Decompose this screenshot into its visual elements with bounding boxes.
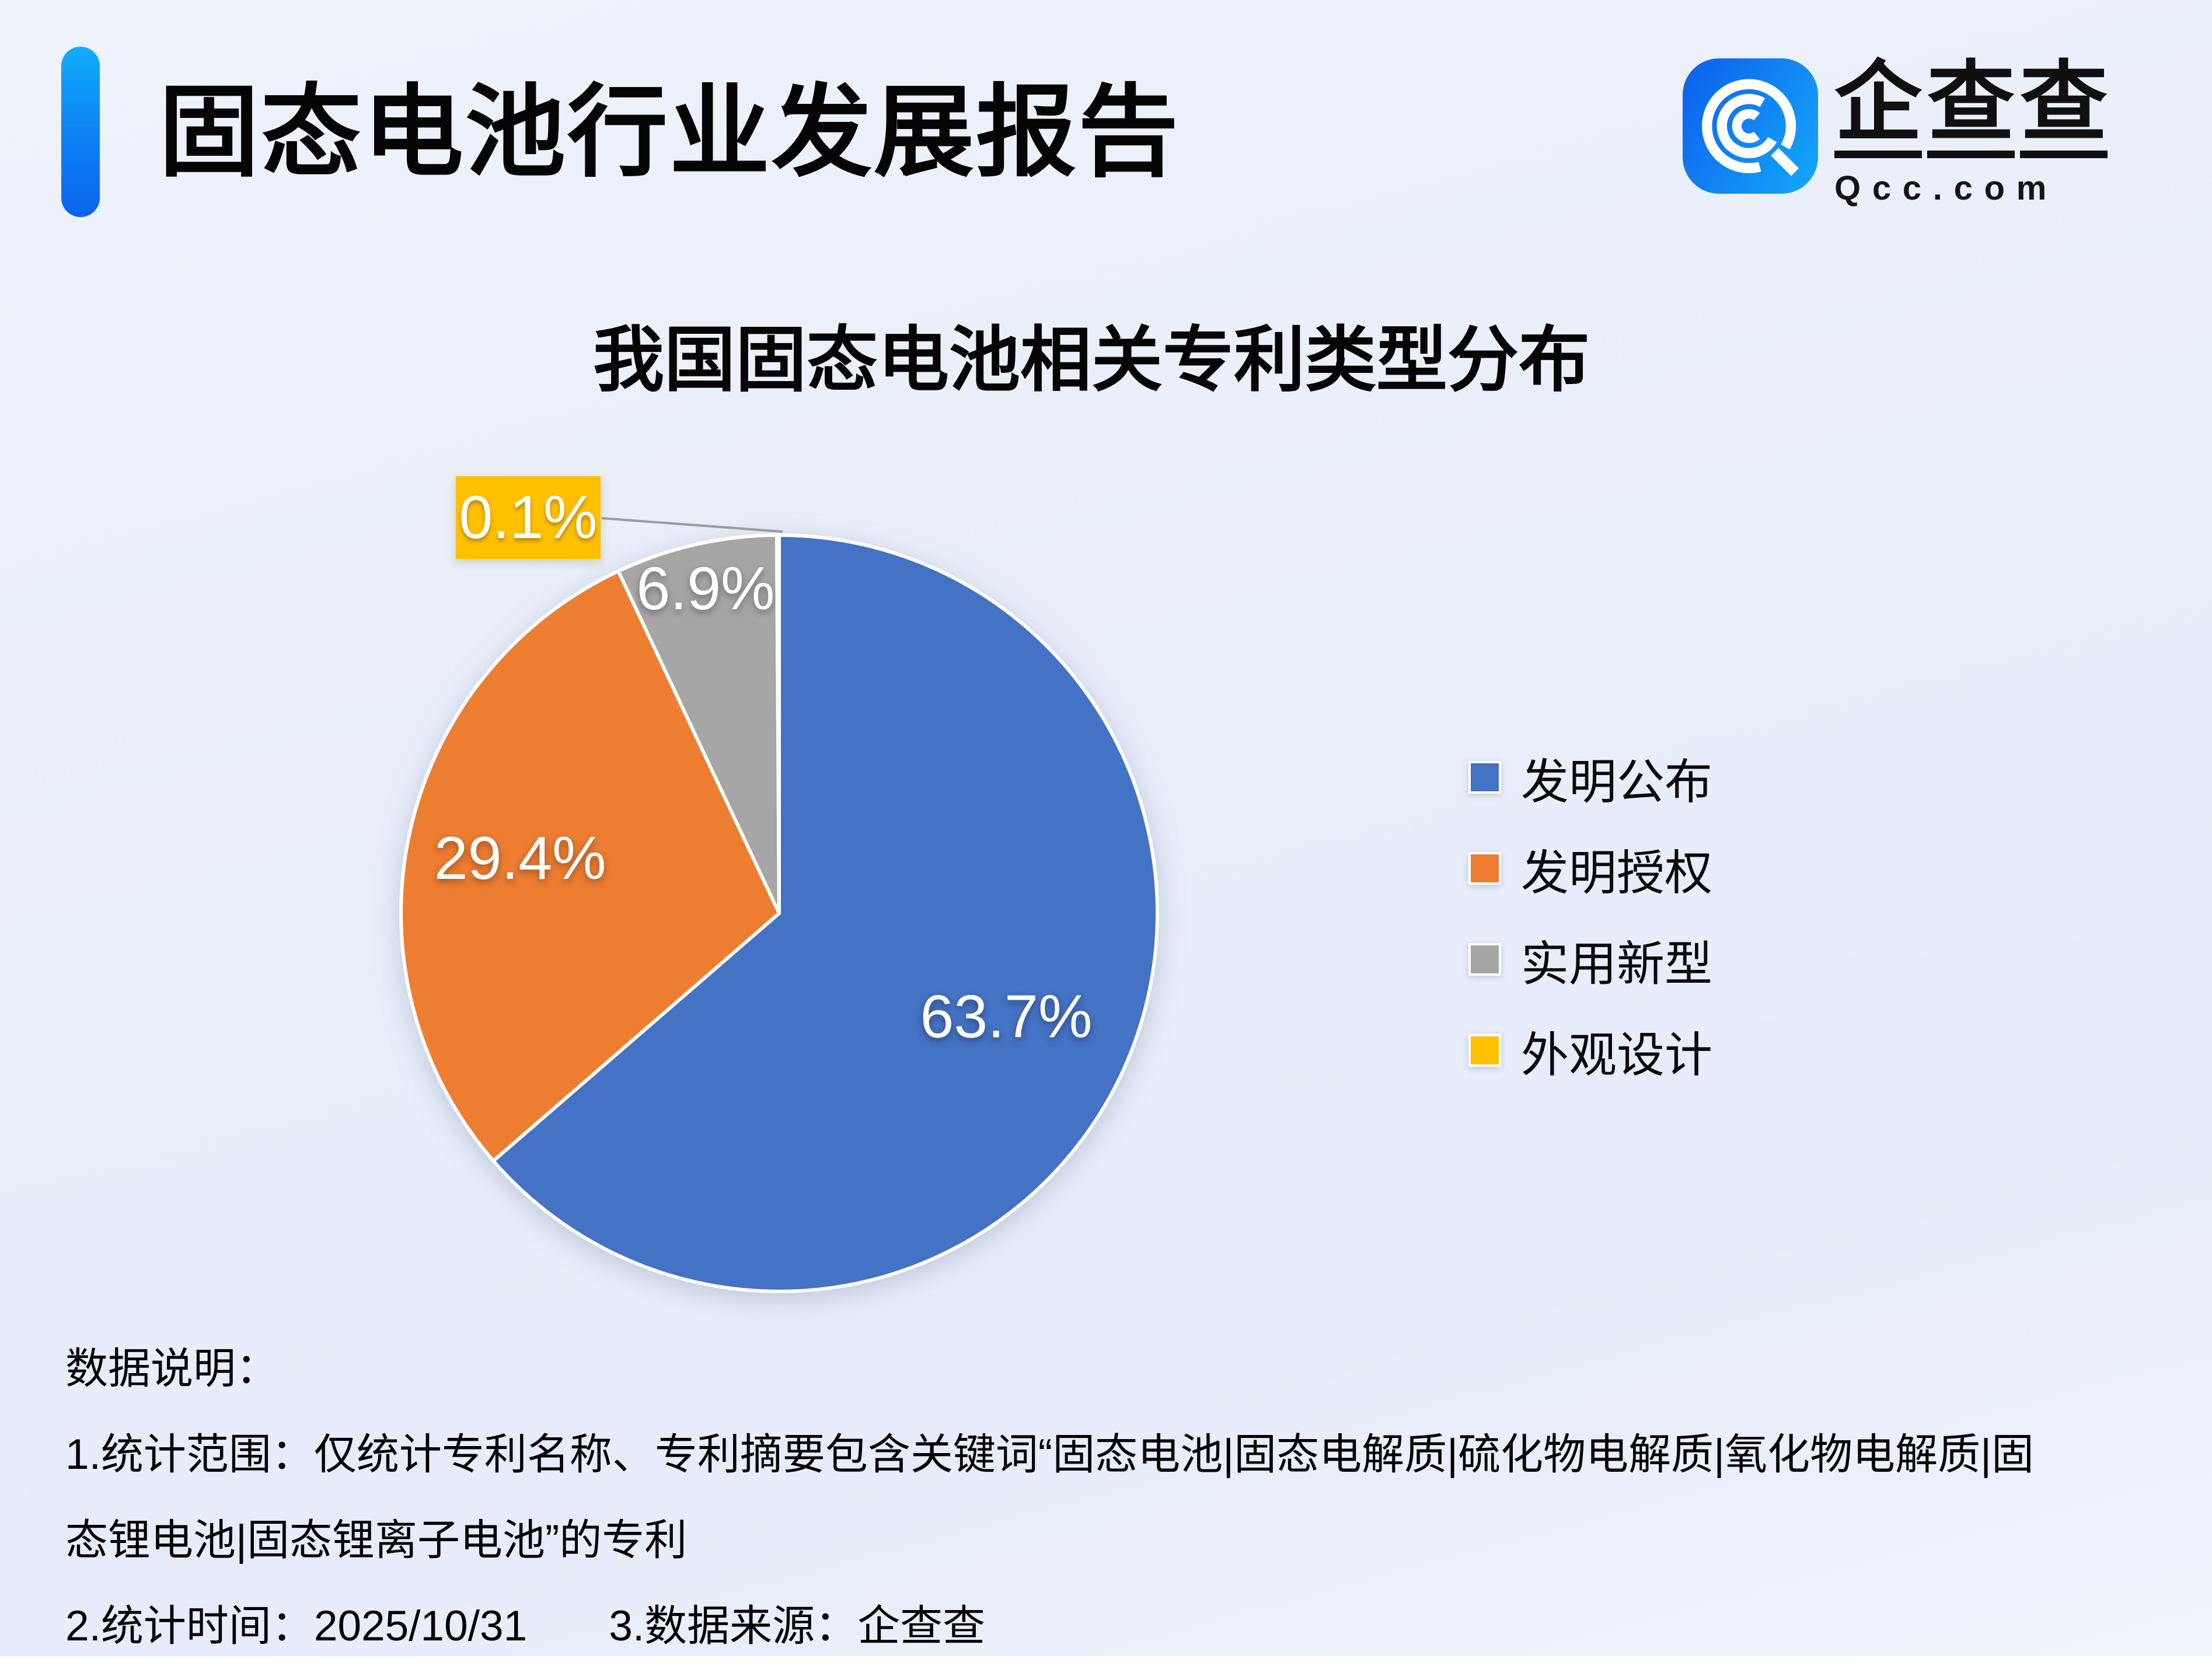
pie-slice-label: 6.9% [636,555,774,623]
legend-label: 发明授权 [1521,846,1713,900]
callout-design-share: 0.1% [456,476,601,559]
report-title: 固态电池行业发展报告 [159,76,1180,188]
notes-stat-time: 2.统计时间：2025/10/31 [65,1602,528,1650]
qcc-logo-icon [1683,58,1818,194]
legend-swatch-blue [1468,761,1501,794]
legend: 发明公布 发明授权 实用新型 外观设计 [1468,732,1712,1096]
chart-title: 我国固态电池相关专利类型分布 [593,320,1590,400]
legend-label: 实用新型 [1521,937,1713,991]
notes-time-source-line: 2.统计时间：2025/10/31 3.数据来源：企查查 [65,1583,2166,1669]
notes-data-source: 3.数据来源：企查查 [609,1602,986,1650]
brand-char: 企 [1834,58,1923,158]
legend-swatch-orange [1468,852,1501,885]
legend-swatch-yellow [1468,1034,1501,1067]
notes-scope-line-1: 1.统计范围：仅统计专利名称、专利摘要包含关键词“固态电池|固态电解质|硫化物电… [65,1431,2035,1478]
legend-label: 发明公布 [1521,755,1713,809]
pie-slice-2 [616,533,781,915]
notes-scope-line-2: 态锂电池|固态锂离子电池”的专利 [65,1517,688,1564]
brand-char: 查 [1927,58,2015,158]
notes-heading: 数据说明： [65,1345,278,1392]
pie-chart: 63.7% 29.4% 6.9% [399,533,1160,1293]
legend-item-invention-published: 发明公布 [1468,732,1712,823]
legend-label: 外观设计 [1521,1028,1713,1082]
logo-text: 企查查 Qcc.com [1834,58,2113,208]
legend-item-utility-model: 实用新型 [1468,914,1712,1005]
data-notes: 数据说明： 1.统计范围：仅统计专利名称、专利摘要包含关键词“固态电池|固态电解… [65,1326,2166,1669]
legend-item-design: 外观设计 [1468,1005,1712,1096]
brand-name: 企查查 [1834,58,2113,158]
pie-slice-3 [774,533,781,915]
legend-swatch-gray [1468,943,1501,976]
qcc-logo: 企查查 Qcc.com [1683,58,2113,208]
pie-slice-1 [399,569,781,1163]
callout-leader-line [601,517,783,533]
pie-slice-label: 63.7% [920,983,1093,1051]
pie-slice-label: 29.4% [434,825,606,892]
pie-slice-0 [491,533,1160,1293]
brand-domain: Qcc.com [1834,169,2059,207]
title-accent-bar [61,47,100,217]
legend-item-invention-granted: 发明授权 [1468,823,1712,914]
brand-char: 查 [2020,58,2108,158]
